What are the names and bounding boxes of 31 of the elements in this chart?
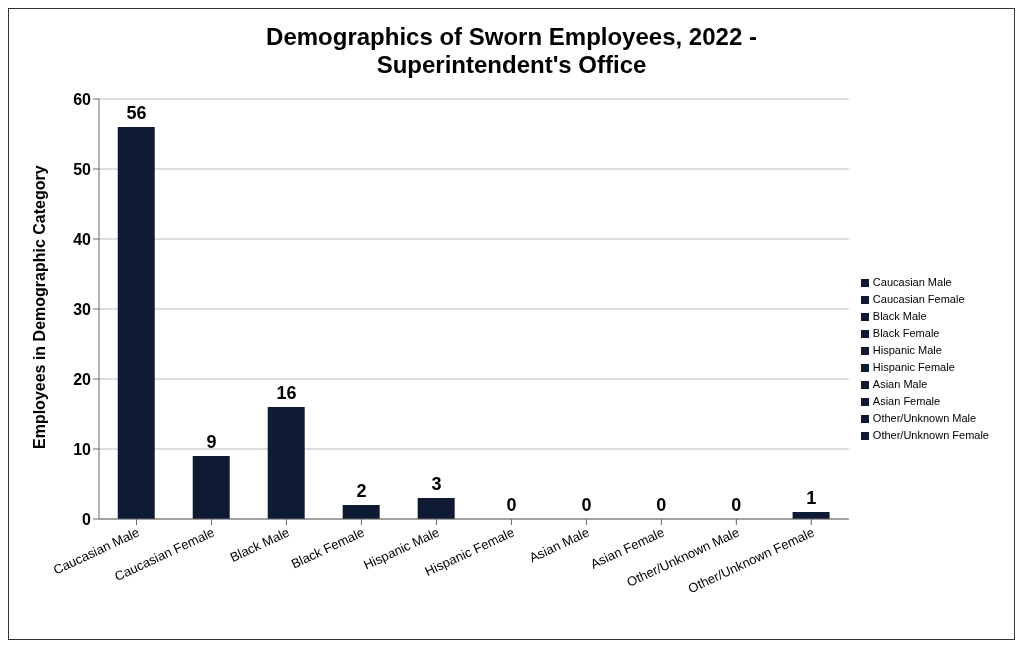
y-tick-label: 0	[82, 510, 92, 528]
legend-label: Other/Unknown Male	[872, 412, 977, 424]
y-axis-title: Employees in Demographic Category	[30, 165, 48, 449]
chart-title: Demographics of Sworn Employees, 2022 - Superintendent's Office	[265, 23, 758, 79]
data-label: 16	[276, 383, 297, 403]
y-tick-label: 10	[73, 440, 92, 458]
legend-label: Caucasian Male	[872, 276, 952, 288]
y-tick-label: 20	[73, 370, 92, 388]
data-label: 0	[506, 495, 517, 515]
legend-label: Asian Female	[872, 395, 941, 407]
data-label: 0	[656, 495, 667, 515]
data-label: 0	[731, 495, 742, 515]
data-label: 56	[126, 103, 147, 123]
y-tick-label: 60	[73, 90, 92, 108]
legend-label: Caucasian Female	[872, 293, 965, 305]
legend-label: Hispanic Male	[872, 344, 942, 356]
y-tick-label: 30	[73, 300, 92, 318]
data-label: 3	[431, 474, 442, 494]
legend-label: Hispanic Female	[872, 361, 955, 373]
data-label: 0	[581, 495, 592, 515]
data-label: 1	[806, 488, 817, 508]
x-tick-label: Black Male	[227, 524, 292, 565]
legend-label: Black Female	[872, 327, 940, 339]
data-label: 9	[206, 432, 217, 452]
legend-label: Other/Unknown Female	[872, 429, 989, 441]
x-tick-label: Asian Male	[526, 524, 592, 566]
y-tick-label: 40	[73, 230, 92, 248]
y-tick-label: 50	[73, 160, 92, 178]
data-label: 2	[356, 481, 367, 501]
legend-label: Black Male	[872, 310, 927, 322]
legend-label: Asian Male	[872, 378, 928, 390]
